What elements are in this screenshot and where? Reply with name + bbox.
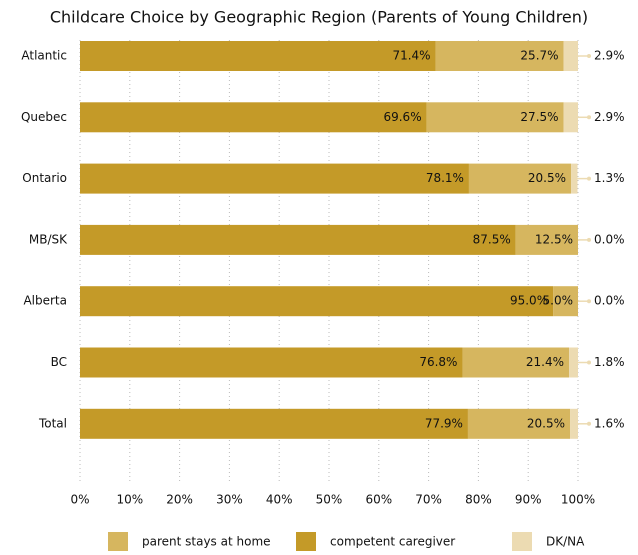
bar-segment — [80, 41, 436, 71]
legend-swatch — [512, 532, 532, 551]
data-label: 1.3% — [594, 171, 625, 185]
data-label: 25.7% — [520, 49, 558, 63]
bar-segment — [80, 163, 469, 194]
data-label: 27.5% — [520, 110, 558, 124]
bar-segment — [426, 102, 564, 133]
data-label: 12.5% — [535, 232, 573, 246]
data-label: 1.8% — [594, 355, 625, 369]
bar-segment — [570, 408, 578, 439]
bar-segment — [563, 102, 578, 133]
data-label: 87.5% — [473, 232, 511, 246]
legend-swatch — [296, 532, 316, 551]
bar-segment — [571, 163, 578, 194]
data-label: 20.5% — [527, 416, 565, 430]
x-tick-label: 0% — [70, 493, 89, 507]
y-tick-label: Quebec — [21, 110, 67, 124]
x-tick-label: 40% — [266, 493, 293, 507]
data-label: 71.4% — [392, 49, 430, 63]
data-label: 77.9% — [425, 416, 463, 430]
chart-title: Childcare Choice by Geographic Region (P… — [50, 8, 588, 27]
y-tick-label: Ontario — [22, 171, 67, 185]
legend-swatch — [108, 532, 128, 551]
y-tick-label: Total — [38, 416, 67, 430]
data-label: 21.4% — [526, 355, 564, 369]
label-dot — [587, 299, 591, 304]
data-label: 0.0% — [594, 294, 625, 308]
x-tick-label: 100% — [561, 493, 595, 507]
bar-segment — [435, 41, 564, 71]
label-dot — [587, 54, 591, 58]
label-dot — [587, 176, 591, 181]
data-label: 95.0% — [510, 294, 548, 308]
y-tick-label: BC — [51, 355, 67, 369]
y-tick-label: Alberta — [23, 294, 67, 308]
y-tick-label: MB/SK — [29, 232, 68, 246]
bar-segment — [569, 347, 578, 378]
label-dot — [587, 360, 591, 365]
bar-segment — [80, 224, 516, 255]
x-tick-label: 80% — [465, 493, 492, 507]
x-tick-label: 70% — [415, 493, 442, 507]
data-label: 20.5% — [528, 171, 566, 185]
x-tick-label: 60% — [365, 493, 392, 507]
bar-segment — [80, 286, 554, 317]
data-label: 2.9% — [594, 49, 625, 63]
data-label: 5.0% — [543, 294, 574, 308]
x-tick-label: 20% — [166, 493, 193, 507]
bar-segment — [468, 163, 572, 194]
x-tick-label: 10% — [116, 493, 143, 507]
label-dot — [587, 115, 591, 120]
label-dot — [587, 237, 591, 242]
bar-segment — [462, 347, 570, 378]
x-tick-label: 90% — [515, 493, 542, 507]
data-label: 78.1% — [426, 171, 464, 185]
bar-segment — [80, 408, 468, 439]
data-label: 76.8% — [419, 355, 457, 369]
bar-segment — [80, 347, 463, 378]
label-dot — [587, 421, 591, 426]
legend-label: DK/NA — [546, 535, 585, 549]
x-tick-label: 30% — [216, 493, 243, 507]
bar-segment — [563, 41, 578, 71]
bar-segment — [553, 286, 578, 317]
x-tick-label: 50% — [316, 493, 343, 507]
bar-segment — [467, 408, 571, 439]
data-label: 0.0% — [594, 232, 625, 246]
y-tick-label: Atlantic — [21, 49, 67, 63]
data-label: 69.6% — [383, 110, 421, 124]
data-label: 2.9% — [594, 110, 625, 124]
data-label: 1.6% — [594, 416, 625, 430]
legend-label: parent stays at home — [142, 535, 271, 549]
bar-segment — [80, 102, 427, 133]
legend-label: competent caregiver — [330, 535, 455, 549]
bar-segment — [515, 224, 578, 255]
